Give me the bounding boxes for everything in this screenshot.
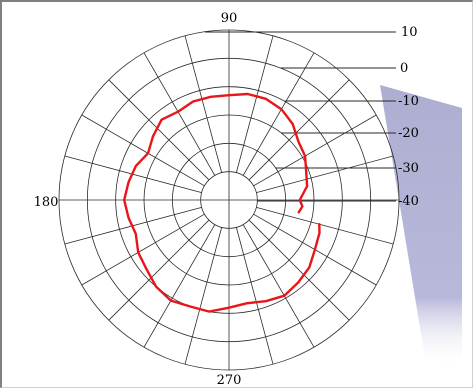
- radial-tick-label: -40: [398, 194, 419, 209]
- series-point: [135, 165, 137, 167]
- series-point: [123, 199, 125, 201]
- series-point: [135, 233, 137, 235]
- series-point: [292, 123, 294, 125]
- series-point: [318, 223, 320, 225]
- series-point: [314, 248, 316, 251]
- series-point: [246, 302, 248, 304]
- series-point: [304, 155, 306, 157]
- series-point: [155, 286, 157, 288]
- series-point: [283, 295, 285, 297]
- spoke-300: [242, 224, 315, 348]
- series-point: [210, 96, 212, 98]
- radial-tick-label: 0: [400, 61, 408, 76]
- radial-tick-label: -20: [398, 126, 419, 141]
- spoke-315: [248, 219, 350, 321]
- series-point: [137, 251, 139, 254]
- series-point: [265, 98, 267, 100]
- angle-label-270: 270: [217, 373, 242, 388]
- series-point: [147, 152, 149, 154]
- radial-tick-label: -10: [398, 94, 419, 109]
- decorative-panel: [380, 85, 462, 368]
- series-point: [265, 300, 267, 302]
- spoke-60: [242, 52, 315, 176]
- angle-label-90: 90: [221, 11, 238, 26]
- series-point: [189, 305, 191, 308]
- series-point: [208, 311, 210, 313]
- series-point: [318, 232, 321, 234]
- angle-label-180: 180: [34, 195, 59, 210]
- series-point: [299, 199, 301, 201]
- series-point: [308, 266, 310, 268]
- spoke-30: [253, 114, 377, 187]
- spoke-240: [143, 224, 216, 348]
- series-point: [177, 111, 179, 113]
- series-point: [280, 108, 283, 110]
- series-line-0: [123, 92, 321, 313]
- series-point: [297, 281, 299, 284]
- spoke-15: [256, 155, 394, 194]
- series-point: [301, 205, 303, 208]
- series-point: [170, 300, 172, 302]
- spoke-105: [184, 35, 223, 173]
- spoke-75: [235, 35, 274, 173]
- series-point: [161, 119, 163, 121]
- series-point: [127, 217, 130, 219]
- spoke-120: [143, 52, 216, 176]
- series-point: [297, 141, 300, 143]
- series-point: [127, 181, 130, 183]
- series-point: [145, 268, 148, 270]
- spoke-210: [81, 213, 205, 286]
- series-point: [298, 211, 300, 213]
- radial-tick-label: 10: [401, 25, 418, 40]
- series-point: [247, 93, 249, 95]
- spoke-150: [81, 114, 205, 187]
- series-point: [306, 185, 308, 187]
- spoke-45: [248, 79, 350, 181]
- series-point: [305, 171, 307, 173]
- series-point: [228, 94, 230, 96]
- series-point: [192, 100, 194, 103]
- spoke-285: [235, 227, 274, 365]
- spoke-255: [184, 227, 223, 365]
- series-point: [228, 307, 230, 309]
- spoke-345: [256, 206, 394, 245]
- radial-tick-label: -30: [398, 161, 419, 176]
- spoke-225: [108, 219, 210, 321]
- spoke-135: [108, 79, 210, 181]
- series-point: [152, 135, 154, 137]
